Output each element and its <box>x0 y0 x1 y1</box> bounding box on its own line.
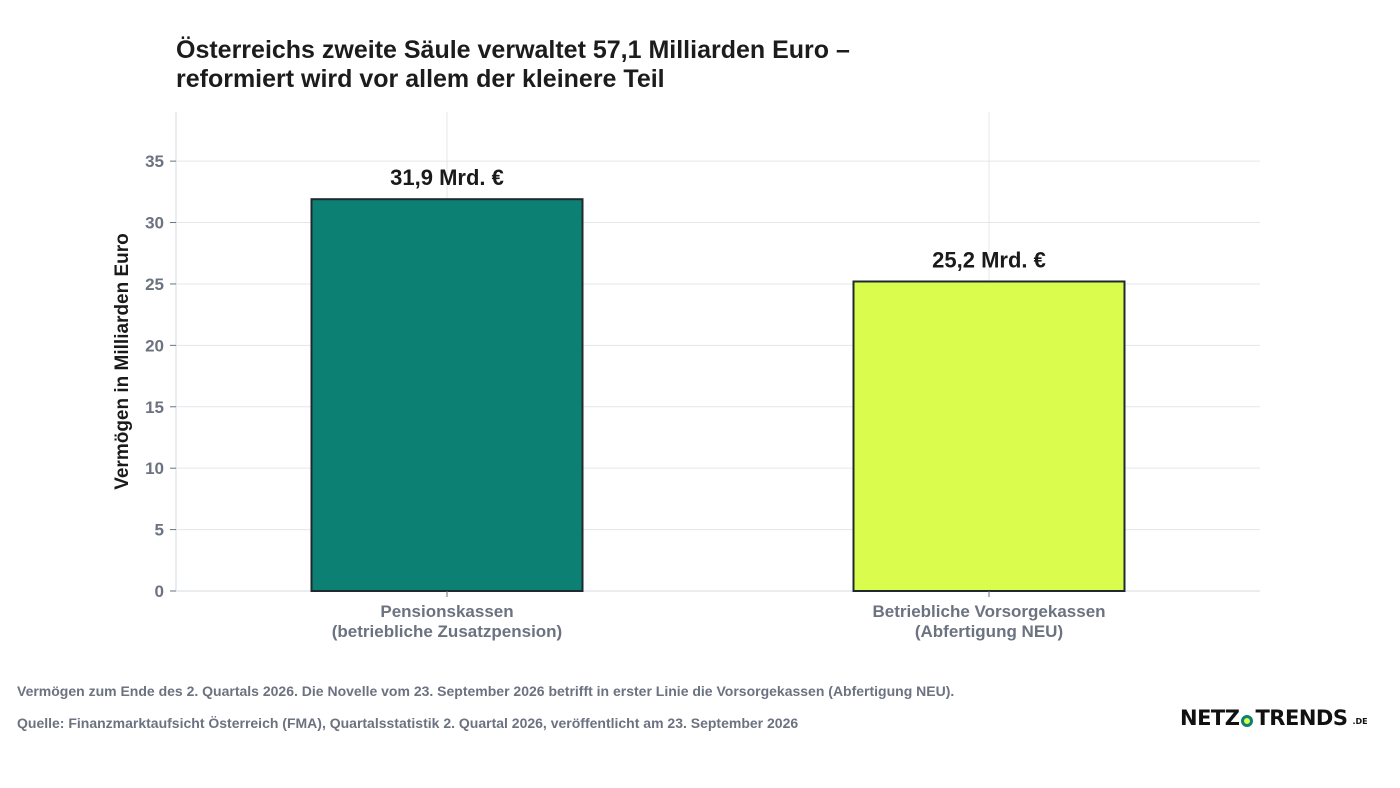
chart-note: Vermögen zum Ende des 2. Quartals 2026. … <box>17 683 955 699</box>
chart-title-line-2: reformiert wird vor allem der kleinere T… <box>176 65 665 93</box>
chart-title-line-1: Österreichs zweite Säule verwaltet 57,1 … <box>176 36 850 64</box>
x-tick-label-line: Pensionskassen <box>380 602 513 621</box>
bar <box>310 198 584 592</box>
y-tick-label: 10 <box>145 459 164 478</box>
y-tick-label: 5 <box>155 521 164 540</box>
logo-text-right: TRENDS <box>1255 706 1348 730</box>
x-tick-label-line: (betriebliche Zusatzpension) <box>332 622 562 641</box>
x-tick-label-line: Betriebliche Vorsorgekassen <box>872 602 1105 621</box>
x-tick-label-line: (Abfertigung NEU) <box>915 622 1063 641</box>
x-tick-label: Betriebliche Vorsorgekassen (Abfertigung … <box>872 602 1105 641</box>
y-tick-label: 30 <box>145 214 164 233</box>
y-tick-label: 25 <box>145 275 164 294</box>
logo-text-left: NETZ <box>1180 706 1240 730</box>
bar-value-label: 31,9 Mrd. € <box>390 165 504 190</box>
logo-dot-icon <box>1241 715 1254 727</box>
y-tick-label: 35 <box>145 152 164 171</box>
x-tick-label: Pensionskassen (betriebliche Zusatzpensio… <box>332 602 562 641</box>
bar-chart: 0 5 10 15 20 25 30 35 Vermögen in Milliarden Eur… <box>112 112 1260 641</box>
chart-source: Quelle: Finanzmarktaufsicht Österreich (… <box>17 715 799 731</box>
netztrends-logo: NETZ TRENDS .DE <box>1180 702 1368 730</box>
chart-title: Österreichs zweite Säule verwaltet 57,1 … <box>176 36 1176 94</box>
y-tick-label: 0 <box>155 582 164 601</box>
bar <box>852 280 1126 592</box>
y-tick-label: 20 <box>145 336 164 355</box>
y-tick-label: 15 <box>145 398 164 417</box>
bar-value-label: 25,2 Mrd. € <box>932 247 1046 272</box>
logo-tld: .DE <box>1352 717 1368 726</box>
y-axis-title: Vermögen in Milliarden Euro <box>112 233 133 490</box>
